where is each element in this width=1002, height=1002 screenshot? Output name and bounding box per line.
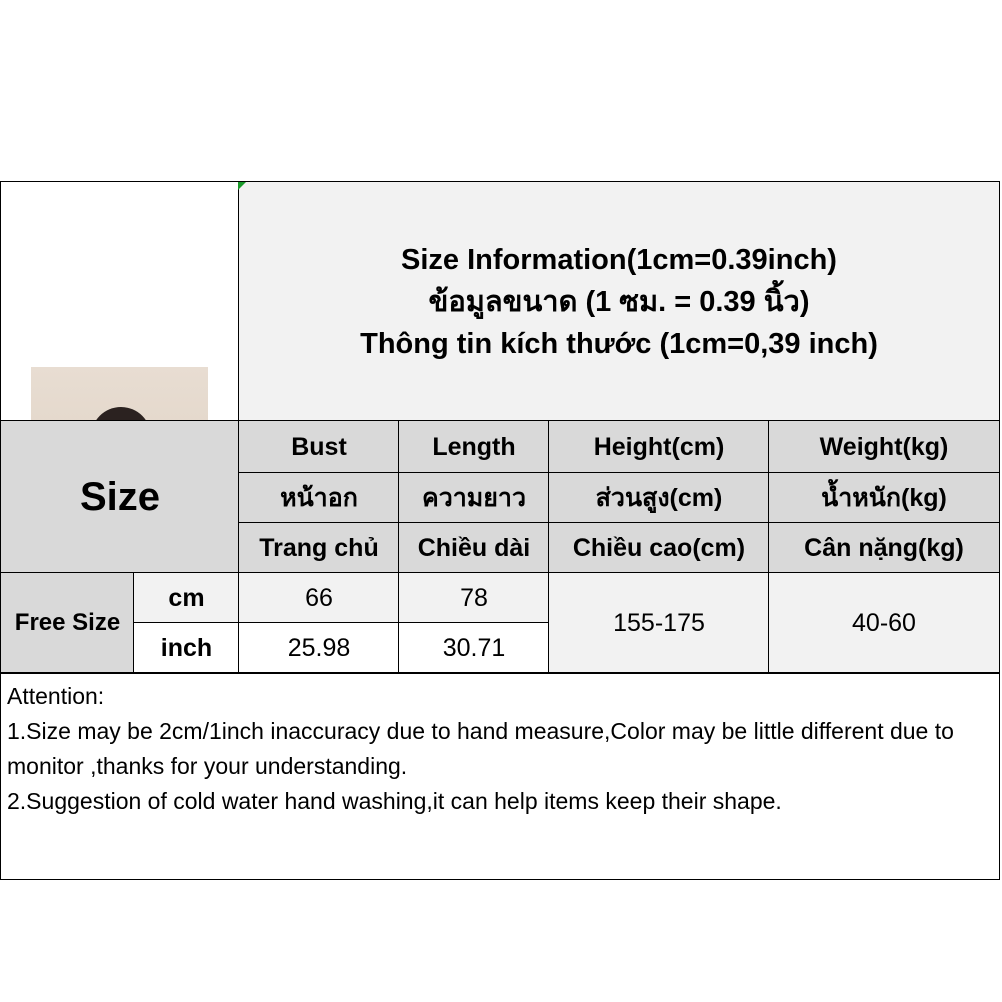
- length-cm: 78: [398, 572, 550, 624]
- notes-heading: Attention:: [7, 683, 105, 709]
- length-header-vi: Chiều dài: [398, 522, 550, 574]
- note-1: 1.Size may be 2cm/1inch inaccuracy due t…: [7, 718, 954, 779]
- cell-marker-icon: [238, 182, 246, 190]
- bust-header-en: Bust: [238, 420, 400, 474]
- height-value: 155-175: [548, 572, 770, 674]
- height-header-th: ส่วนสูง(cm): [548, 472, 770, 524]
- attention-notes: Attention: 1.Size may be 2cm/1inch inacc…: [0, 672, 1000, 880]
- photo-cell: [0, 181, 240, 599]
- size-info-title: Size Information(1cm=0.39inch) ข้อมูลขนา…: [238, 181, 1000, 422]
- weight-header-vi: Cân nặng(kg): [768, 522, 1000, 574]
- bust-cm: 66: [238, 572, 400, 624]
- size-header: Size: [0, 420, 240, 574]
- title-vietnamese: Thông tin kích thước (1cm=0,39 inch): [360, 327, 878, 360]
- free-size-label: Free Size: [0, 572, 135, 674]
- weight-value: 40-60: [768, 572, 1000, 674]
- bust-header-vi: Trang chủ: [238, 522, 400, 574]
- weight-header-th: น้ำหนัก(kg): [768, 472, 1000, 524]
- unit-inch: inch: [133, 622, 240, 674]
- length-header-en: Length: [398, 420, 550, 474]
- bust-inch: 25.98: [238, 622, 400, 674]
- height-header-vi: Chiều cao(cm): [548, 522, 770, 574]
- length-inch: 30.71: [398, 622, 550, 674]
- title-thai: ข้อมูลขนาด (1 ซม. = 0.39 นิ้ว): [428, 285, 810, 318]
- bust-header-th: หน้าอก: [238, 472, 400, 524]
- note-2: 2.Suggestion of cold water hand washing,…: [7, 788, 782, 814]
- length-header-th: ความยาว: [398, 472, 550, 524]
- weight-header-en: Weight(kg): [768, 420, 1000, 474]
- unit-cm: cm: [133, 572, 240, 624]
- height-header-en: Height(cm): [548, 420, 770, 474]
- title-english: Size Information(1cm=0.39inch): [401, 243, 837, 276]
